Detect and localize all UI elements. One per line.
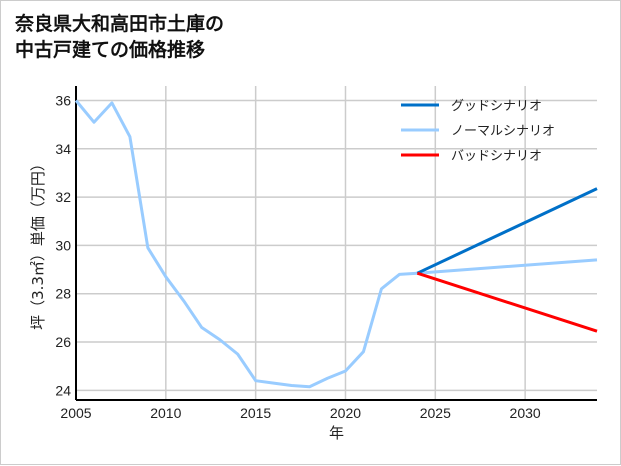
x-tick-label: 2010 <box>150 405 181 421</box>
series-line-0 <box>416 187 598 275</box>
x-tick-label: 2025 <box>420 405 451 421</box>
y-tick-label: 36 <box>55 92 71 108</box>
legend-label: ノーマルシナリオ <box>451 124 555 139</box>
series-line-1 <box>74 99 598 389</box>
y-tick-label: 34 <box>55 141 71 157</box>
y-tick-label: 24 <box>55 382 71 398</box>
y-axis-label: 坪（3.3㎡）単価（万円） <box>29 156 47 330</box>
chart-title-line2: 中古戸建ての価格推移 <box>15 39 206 61</box>
legend-label: グッドシナリオ <box>451 99 542 114</box>
chart-title-line1: 奈良県大和高田市土庫の <box>15 13 225 35</box>
series-line-2 <box>416 271 598 333</box>
chart-title: 奈良県大和高田市土庫の 中古戸建ての価格推移 <box>15 11 224 63</box>
x-tick-label: 2030 <box>510 405 541 421</box>
x-tick-label: 2015 <box>240 405 271 421</box>
y-tick-label: 30 <box>55 237 71 253</box>
x-tick-label: 2005 <box>60 405 91 421</box>
y-tick-label: 28 <box>55 286 71 302</box>
y-tick-label: 32 <box>55 189 71 205</box>
x-tick-label: 2020 <box>330 405 361 421</box>
x-axis-label: 年 <box>329 424 344 442</box>
y-tick-label: 26 <box>55 334 71 350</box>
legend-label: バッドシナリオ <box>451 149 542 164</box>
